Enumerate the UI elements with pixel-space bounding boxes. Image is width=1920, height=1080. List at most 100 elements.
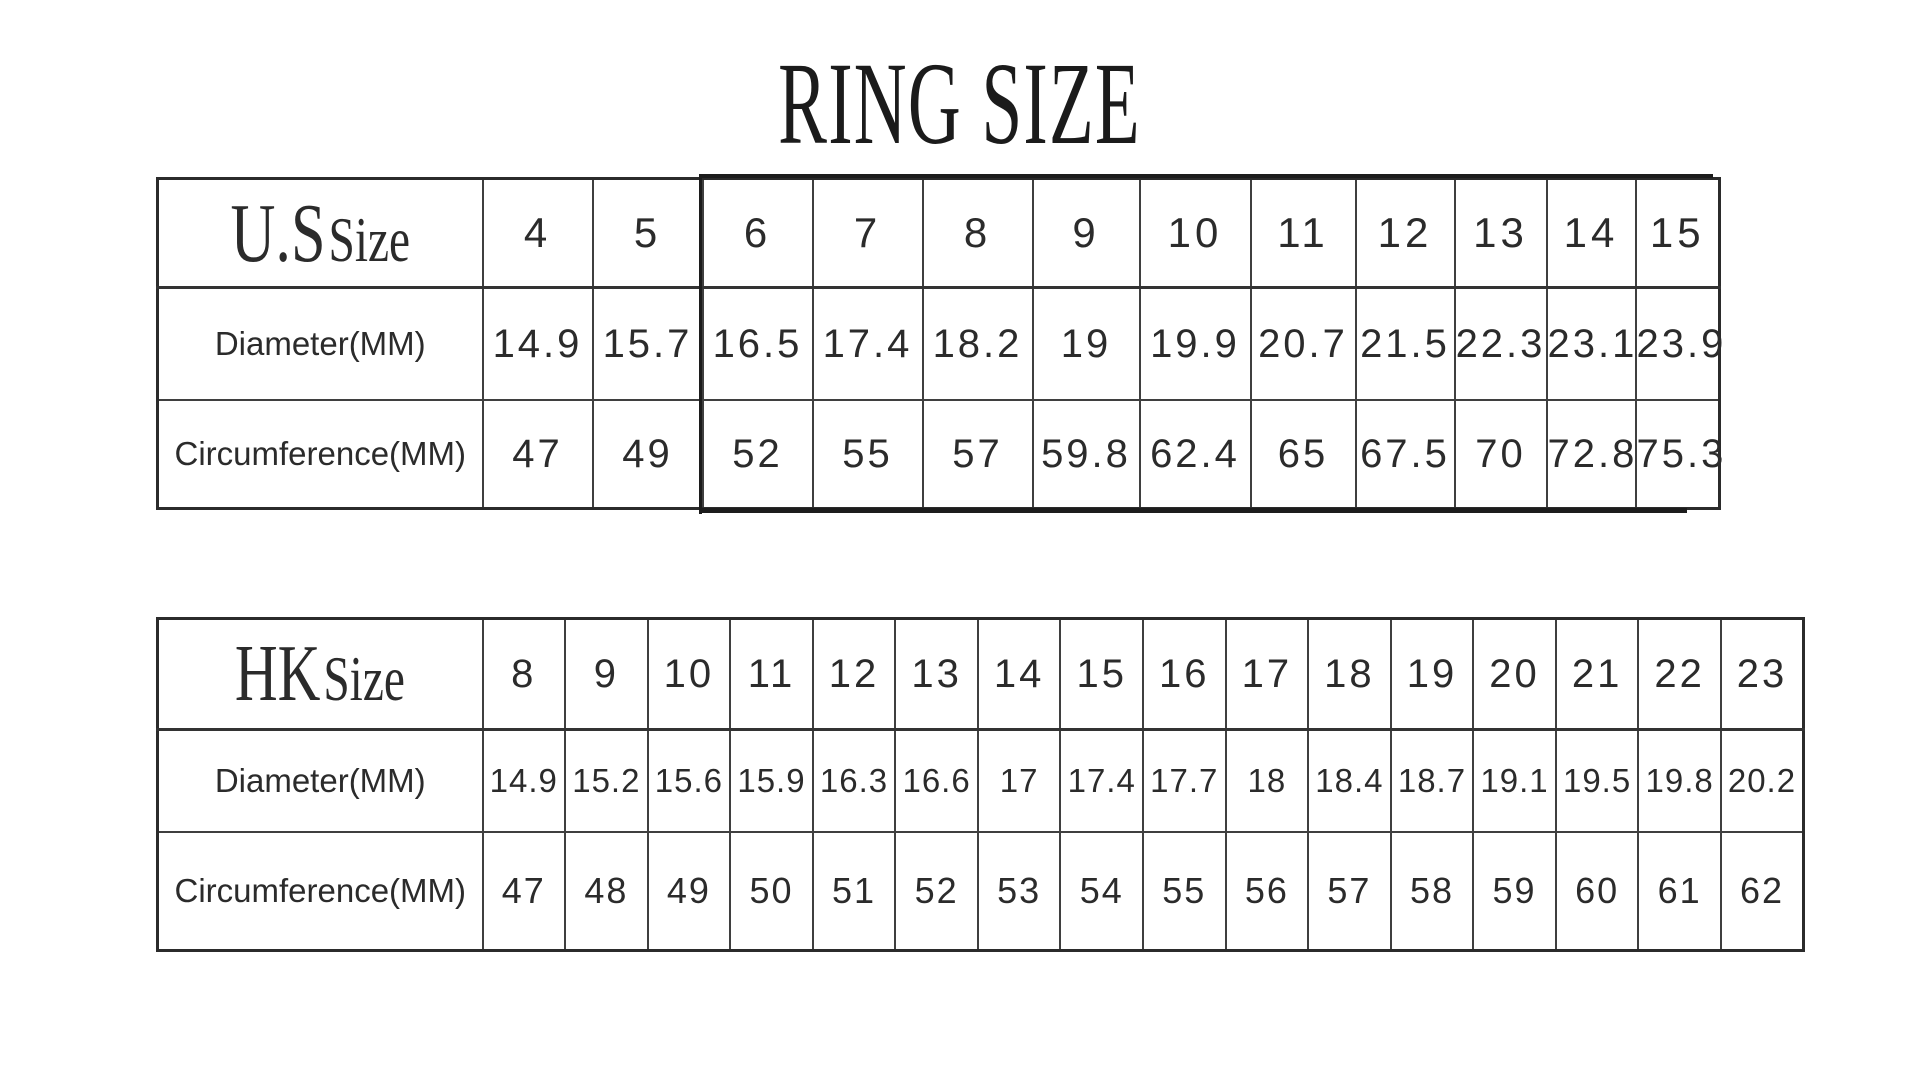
hk-size-cell: 10 [646,617,732,731]
hk-diameter-cell: 14.9 [481,728,567,833]
us-diameter-cell: 22.3 [1453,286,1548,401]
us-circumference-row-label: Circumference(MM) [156,399,484,510]
us-size-header-label: U.S Size [156,177,484,289]
hk-header-sub: Size [323,642,406,714]
us-circumference-cell: 67.5 [1354,399,1456,510]
us-diameter-cell: 16.5 [701,286,814,401]
hk-diameter-cell: 17.4 [1059,728,1144,833]
hk-size-cell: 17 [1224,617,1310,731]
hk-size-cell: 11 [729,617,814,731]
us-circumference-cell: 75.3 [1634,399,1723,510]
us-header-sub: Size [328,203,410,275]
hk-circumference-cell: 51 [811,831,897,952]
hk-diameter-row-label: Diameter(MM) [156,728,484,833]
us-size-row: U.S Size 4 5 6 7 8 9 10 11 12 13 14 15 [156,177,1721,289]
hk-diameter-cell: 15.9 [729,728,814,833]
hk-size-header-label: HK Size [156,617,484,731]
us-size-cell: 10 [1138,177,1252,289]
highlight-line-top [699,174,1713,178]
us-circumference-cell: 55 [811,399,924,510]
us-circumference-cell: 57 [921,399,1034,510]
hk-circumference-cell: 50 [729,831,814,952]
hk-diameter-cell: 16.6 [894,728,979,833]
us-diameter-cell: 18.2 [921,286,1034,401]
us-diameter-cell: 23.1 [1545,286,1637,401]
us-circumference-cell: 59.8 [1031,399,1141,510]
hk-size-cell: 20 [1472,617,1557,731]
hk-circumference-cell: 56 [1224,831,1310,952]
hk-diameter-cell: 18 [1224,728,1310,833]
hk-circumference-cell: 53 [976,831,1062,952]
hk-size-cell: 8 [481,617,567,731]
us-size-cell: 8 [921,177,1034,289]
hk-diameter-cell: 18.4 [1307,728,1392,833]
us-size-cell: 6 [701,177,814,289]
us-diameter-cell: 17.4 [811,286,924,401]
hk-diameter-cell: 15.6 [646,728,732,833]
us-circumference-cell: 52 [701,399,814,510]
us-size-table: U.S Size 4 5 6 7 8 9 10 11 12 13 14 15 D… [156,177,1723,510]
hk-circumference-cell: 52 [894,831,979,952]
hk-size-cell: 19 [1389,617,1475,731]
hk-circumference-row-label: Circumference(MM) [156,831,484,952]
hk-size-cell: 14 [976,617,1062,731]
us-size-cell: 5 [591,177,704,289]
hk-circumference-cell: 55 [1142,831,1227,952]
hk-circumference-cell: 60 [1554,831,1640,952]
us-circumference-cell: 70 [1453,399,1548,510]
us-diameter-cell: 19 [1031,286,1141,401]
us-diameter-cell: 19.9 [1138,286,1252,401]
hk-diameter-cell: 20.2 [1719,728,1805,833]
us-diameter-cell: 20.7 [1249,286,1357,401]
us-header-main: U.S [230,186,326,280]
us-circumference-cell: 49 [591,399,704,510]
hk-size-cell: 21 [1554,617,1640,731]
hk-diameter-row: Diameter(MM) 14.9 15.2 15.6 15.9 16.3 16… [156,728,1805,833]
us-diameter-row-label: Diameter(MM) [156,286,484,401]
hk-circumference-row: Circumference(MM) 47 48 49 50 51 52 53 5… [156,831,1805,952]
us-circumference-cell: 47 [481,399,594,510]
us-diameter-row: Diameter(MM) 14.9 15.7 16.5 17.4 18.2 19… [156,286,1723,401]
hk-diameter-cell: 16.3 [811,728,897,833]
us-size-cell: 4 [481,177,594,289]
highlight-line-left [699,174,702,514]
hk-size-cell: 23 [1719,617,1805,731]
us-diameter-cell: 14.9 [481,286,594,401]
us-size-cell: 15 [1634,177,1721,289]
page-title-text: RING SIZE [778,38,1142,169]
hk-diameter-cell: 17.7 [1142,728,1227,833]
us-size-cell: 9 [1031,177,1141,289]
hk-diameter-cell: 19.1 [1472,728,1557,833]
us-diameter-cell: 23.9 [1634,286,1723,401]
us-size-cell: 7 [811,177,924,289]
hk-circumference-cell: 58 [1389,831,1475,952]
hk-size-cell: 16 [1142,617,1227,731]
hk-diameter-cell: 19.5 [1554,728,1640,833]
hk-size-cell: 22 [1637,617,1722,731]
us-circumference-row: Circumference(MM) 47 49 52 55 57 59.8 62… [156,399,1723,510]
us-size-cell: 11 [1249,177,1357,289]
hk-size-cell: 13 [894,617,979,731]
hk-circumference-cell: 62 [1719,831,1805,952]
hk-size-row: HK Size 8 9 10 11 12 13 14 15 16 17 18 1… [156,617,1805,731]
hk-diameter-cell: 17 [976,728,1062,833]
us-diameter-cell: 15.7 [591,286,704,401]
hk-circumference-cell: 61 [1637,831,1722,952]
page-title: RING SIZE [0,36,1920,172]
us-size-cell: 12 [1354,177,1456,289]
hk-circumference-cell: 59 [1472,831,1557,952]
us-size-cell: 14 [1545,177,1637,289]
hk-diameter-cell: 15.2 [564,728,649,833]
us-circumference-cell: 72.8 [1545,399,1637,510]
hk-circumference-cell: 54 [1059,831,1144,952]
hk-size-cell: 15 [1059,617,1144,731]
hk-circumference-cell: 57 [1307,831,1392,952]
highlight-line-bottom [699,508,1687,513]
hk-diameter-cell: 18.7 [1389,728,1475,833]
hk-size-cell: 12 [811,617,897,731]
us-size-cell: 13 [1453,177,1548,289]
hk-diameter-cell: 19.8 [1637,728,1722,833]
hk-circumference-cell: 48 [564,831,649,952]
us-circumference-cell: 65 [1249,399,1357,510]
hk-size-table: HK Size 8 9 10 11 12 13 14 15 16 17 18 1… [156,617,1805,952]
